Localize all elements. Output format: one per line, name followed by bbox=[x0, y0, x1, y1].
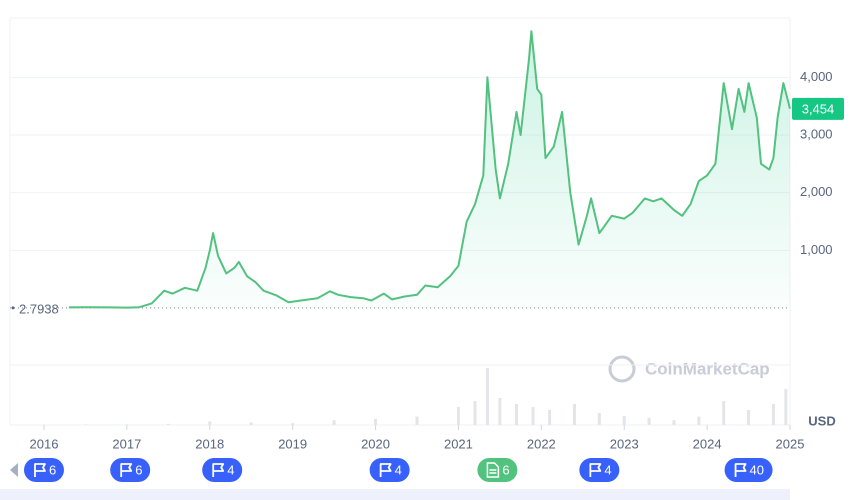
x-tick-label: 2021 bbox=[444, 436, 473, 451]
y-tick-label: 3,000 bbox=[800, 126, 833, 141]
flag-icon bbox=[212, 463, 225, 477]
volume-bar bbox=[784, 389, 788, 425]
volume-bar bbox=[697, 416, 701, 425]
volume-bar bbox=[485, 368, 489, 425]
volume-bar bbox=[747, 410, 751, 425]
event-count: 6 bbox=[49, 462, 56, 477]
x-tick-label: 2016 bbox=[30, 436, 59, 451]
volume-bar bbox=[83, 424, 87, 425]
watermark-logo bbox=[608, 355, 636, 383]
volume-bar bbox=[166, 423, 170, 425]
x-tick-label: 2018 bbox=[195, 436, 224, 451]
x-tick-label: 2017 bbox=[112, 436, 141, 451]
event-count: 6 bbox=[135, 462, 142, 477]
volume-bar bbox=[374, 419, 378, 425]
volume-bar bbox=[249, 422, 253, 425]
volume-bar bbox=[415, 416, 419, 425]
doc-icon bbox=[486, 462, 500, 478]
flag-icon bbox=[734, 463, 747, 477]
volume-bar bbox=[572, 404, 576, 425]
volume-bar bbox=[771, 404, 775, 425]
event-count: 4 bbox=[395, 462, 402, 477]
volume-bar bbox=[291, 423, 295, 425]
current-price-badge bbox=[792, 97, 844, 120]
volume-bar bbox=[672, 420, 676, 425]
y-tick-label: 4,000 bbox=[800, 69, 833, 84]
event-count: 40 bbox=[750, 462, 764, 477]
baseline-dot bbox=[11, 306, 15, 310]
current-price-label: 3,454 bbox=[802, 101, 835, 116]
x-tick-label: 2024 bbox=[693, 436, 722, 451]
volume-bar bbox=[332, 420, 336, 425]
volume-bar bbox=[622, 416, 626, 425]
event-count: 6 bbox=[502, 462, 509, 477]
watermark: CoinMarketCap bbox=[645, 359, 770, 378]
x-tick-label: 2020 bbox=[361, 436, 390, 451]
volume-bar bbox=[473, 401, 477, 425]
flag-icon bbox=[34, 463, 46, 477]
volume-bar bbox=[722, 401, 726, 425]
volume-bar bbox=[498, 398, 502, 425]
navigator[interactable] bbox=[0, 489, 790, 500]
event-badge[interactable] bbox=[724, 458, 773, 482]
volume-bar bbox=[456, 407, 460, 425]
volume-bar bbox=[208, 421, 212, 425]
flag-icon bbox=[120, 463, 133, 477]
volume-bar bbox=[125, 424, 129, 425]
x-tick-label: 2023 bbox=[610, 436, 639, 451]
volume-bar bbox=[647, 417, 651, 425]
price-area bbox=[68, 31, 790, 308]
volume-bar bbox=[597, 413, 601, 425]
scroll-left[interactable] bbox=[10, 463, 18, 477]
y-tick-label: 1,000 bbox=[800, 242, 833, 257]
y-tick-label: 2,000 bbox=[800, 184, 833, 199]
price-line bbox=[68, 30, 791, 309]
volume-bar bbox=[548, 410, 552, 425]
event-count: 4 bbox=[227, 462, 234, 477]
flag-icon bbox=[589, 463, 602, 477]
unit-label: USD bbox=[808, 413, 835, 428]
volume-bar bbox=[514, 404, 518, 425]
x-tick-label: 2022 bbox=[527, 436, 556, 451]
volume-bar bbox=[531, 407, 535, 425]
flag-icon bbox=[379, 463, 392, 477]
baseline-label: 2.7938 bbox=[19, 301, 59, 316]
event-count: 4 bbox=[604, 462, 611, 477]
x-tick-label: 2025 bbox=[776, 436, 805, 451]
event-badge[interactable] bbox=[477, 458, 518, 482]
x-tick-label: 2019 bbox=[278, 436, 307, 451]
